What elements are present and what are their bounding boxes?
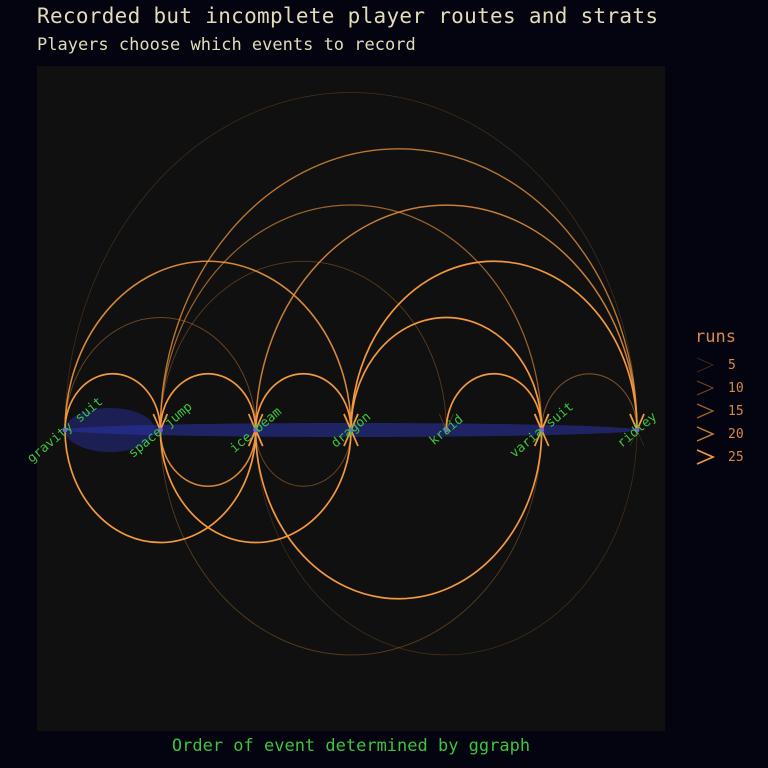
edge-layer — [64, 92, 645, 656]
chart-caption: Order of event determined by ggraph — [171, 736, 531, 756]
legend-key — [696, 403, 715, 419]
legend-label: 25 — [728, 450, 744, 465]
legend-label: 20 — [728, 427, 744, 442]
edge-arc — [159, 260, 447, 431]
node-point — [62, 427, 68, 433]
edge-arc — [254, 429, 543, 600]
edge-arc — [541, 373, 638, 431]
legend-key — [696, 426, 715, 442]
node-point — [443, 427, 449, 433]
edge-arc — [64, 373, 162, 431]
edge-arc — [64, 92, 638, 431]
edge-arc — [64, 317, 257, 431]
edge-arc — [159, 148, 638, 431]
legend-label: 5 — [728, 358, 736, 373]
edge-arc — [254, 204, 638, 431]
node-point — [539, 427, 545, 433]
legend-key — [696, 449, 716, 465]
edge-arc — [254, 373, 352, 431]
plot-panel — [37, 66, 665, 731]
edge-arc — [159, 429, 257, 487]
node-point — [157, 427, 163, 433]
edge-arc — [159, 429, 352, 544]
edge-arc — [159, 372, 257, 431]
node-point — [348, 427, 354, 433]
edge-arc — [255, 429, 352, 487]
edge-arc — [159, 429, 543, 656]
legend-label: 10 — [728, 381, 744, 396]
edge-arc — [64, 429, 257, 544]
edge-arc — [445, 372, 543, 431]
legend: runs 5 10 15 20 25 — [695, 327, 744, 465]
chart-subtitle: Players choose which events to record — [37, 35, 416, 55]
legend-label: 15 — [728, 404, 744, 419]
edge-arc — [350, 260, 638, 431]
chart-title: Recorded but incomplete player routes an… — [37, 4, 659, 28]
legend-key — [696, 380, 715, 396]
legend-title: runs — [695, 327, 736, 347]
edge-arc — [64, 260, 352, 431]
node-point — [634, 427, 640, 433]
edge-arc — [350, 316, 543, 431]
legend-key — [696, 357, 715, 373]
node-band-blob — [65, 408, 155, 452]
node-point — [253, 427, 259, 433]
edge-arc — [159, 204, 543, 431]
